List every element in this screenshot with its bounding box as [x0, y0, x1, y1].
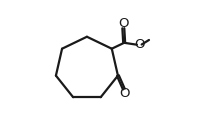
Text: O: O — [118, 17, 129, 30]
Text: O: O — [119, 87, 130, 100]
Text: O: O — [135, 38, 145, 51]
